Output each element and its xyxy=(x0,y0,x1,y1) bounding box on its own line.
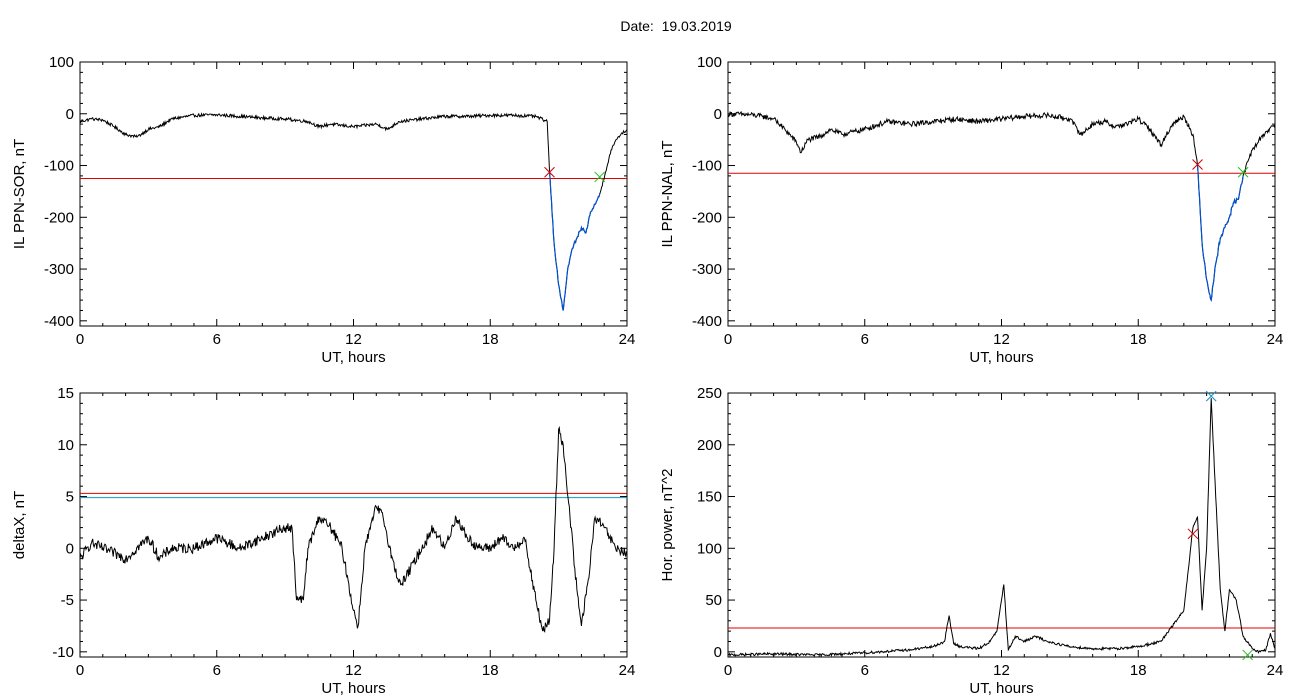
y-tick-label: 5 xyxy=(66,489,74,506)
x-tick-label: 12 xyxy=(345,662,362,679)
y-tick-label: 0 xyxy=(714,106,722,123)
x-axis-title: UT, hours xyxy=(321,680,385,697)
plot-frame xyxy=(727,61,1276,327)
x-tick-label: 6 xyxy=(861,662,869,679)
y-tick-label: 100 xyxy=(49,54,74,71)
y-tick-label: -10 xyxy=(52,644,74,661)
peak-marker xyxy=(1205,390,1217,402)
storm-segment-line xyxy=(548,170,601,311)
y-tick-label: -5 xyxy=(61,592,74,609)
plot-data xyxy=(80,425,627,633)
panel-ppn-nal: 0 6 12 18 24 100 0 -100 -200 -300 -400 UT, hours IL … xyxy=(659,54,1283,366)
y-axis-title: IL PPN-NAL, nT xyxy=(659,141,676,248)
x-tick-label: 18 xyxy=(1130,662,1147,679)
start-marker-stroke-b xyxy=(544,166,555,178)
y-tick-label: 200 xyxy=(697,437,722,454)
start-marker xyxy=(1187,528,1199,540)
y-tick-label: 10 xyxy=(57,437,74,454)
y-tick-label: 50 xyxy=(705,592,722,609)
x-tick-label: 24 xyxy=(1267,331,1284,348)
x-tick-label: 12 xyxy=(993,662,1010,679)
end-marker-stroke-b xyxy=(1242,649,1254,661)
start-marker xyxy=(544,166,555,178)
x-tick-label: 24 xyxy=(619,662,636,679)
series-line xyxy=(80,425,627,633)
y-tick-label: -100 xyxy=(44,158,74,175)
x-axis-title: UT, hours xyxy=(321,349,385,366)
x-tick-label: 6 xyxy=(213,331,221,348)
y-tick-label: -300 xyxy=(44,261,74,278)
peak-marker-stroke-b xyxy=(1205,390,1217,402)
y-axis-title: deltaX, nT xyxy=(11,491,28,559)
y-axis-title: IL PPN-SOR, nT xyxy=(11,139,28,249)
y-tick-label: 150 xyxy=(697,489,722,506)
y-tick-label: -300 xyxy=(692,261,722,278)
y-tick-label: -400 xyxy=(692,313,722,330)
end-marker-stroke-b xyxy=(1237,166,1249,178)
end-marker xyxy=(1237,166,1249,178)
date-value: 19.03.2019 xyxy=(661,18,732,34)
start-marker-stroke-b xyxy=(1187,528,1199,540)
panel-hor-power: 0 6 12 18 24 250 200 150 100 50 0 UT, hours Hor. pow… xyxy=(659,385,1283,697)
date-label: Date: xyxy=(620,18,654,34)
end-marker-stroke-b xyxy=(594,171,606,183)
y-tick-label: 0 xyxy=(66,540,74,557)
x-tick-label: 18 xyxy=(482,662,499,679)
x-tick-label: 0 xyxy=(724,662,732,679)
page-title: Date: 19.03.2019 xyxy=(0,18,1300,34)
x-tick-label: 12 xyxy=(345,331,362,348)
start-marker-stroke-b xyxy=(1192,159,1203,170)
plot-frame xyxy=(79,392,628,658)
y-tick-label: -200 xyxy=(44,209,74,226)
end-marker xyxy=(594,171,606,183)
x-tick-label: 0 xyxy=(76,331,84,348)
series-line xyxy=(728,110,1275,302)
plot-data xyxy=(728,398,1275,657)
panel-ppn-sor: 0 6 12 18 24 100 0 -100 -200 -300 -400 UT, hours IL … xyxy=(11,54,635,366)
x-tick-label: 6 xyxy=(861,331,869,348)
y-tick-label: 250 xyxy=(697,385,722,402)
panel-deltax: 0 6 12 18 24 15 10 5 0 -5 -10 UT, hours deltaX, nT xyxy=(11,385,635,697)
y-tick-label: 15 xyxy=(57,385,74,402)
x-tick-label: 0 xyxy=(76,662,84,679)
x-tick-label: 24 xyxy=(619,331,636,348)
y-axis-title: Hor. power, nT^2 xyxy=(659,469,676,582)
x-axis-title: UT, hours xyxy=(969,349,1033,366)
x-tick-label: 12 xyxy=(993,331,1010,348)
series-line xyxy=(80,112,627,311)
y-tick-label: 0 xyxy=(66,106,74,123)
series-line xyxy=(728,398,1275,657)
y-tick-label: 100 xyxy=(697,54,722,71)
x-tick-label: 18 xyxy=(482,331,499,348)
end-marker xyxy=(1242,649,1254,661)
plot-data xyxy=(80,112,627,311)
storm-segment-line xyxy=(1196,165,1244,302)
x-tick-label: 18 xyxy=(1130,331,1147,348)
plot-data xyxy=(728,110,1275,302)
x-axis-title: UT, hours xyxy=(969,680,1033,697)
x-tick-label: 6 xyxy=(213,662,221,679)
y-tick-label: -200 xyxy=(692,209,722,226)
start-marker xyxy=(1192,159,1203,170)
plot-frame xyxy=(79,61,628,327)
plot-frame xyxy=(727,392,1276,658)
x-tick-label: 24 xyxy=(1267,662,1284,679)
y-tick-label: 100 xyxy=(697,540,722,557)
x-tick-label: 0 xyxy=(724,331,732,348)
y-tick-label: -100 xyxy=(692,158,722,175)
y-tick-label: -400 xyxy=(44,313,74,330)
y-tick-label: 0 xyxy=(714,644,722,661)
